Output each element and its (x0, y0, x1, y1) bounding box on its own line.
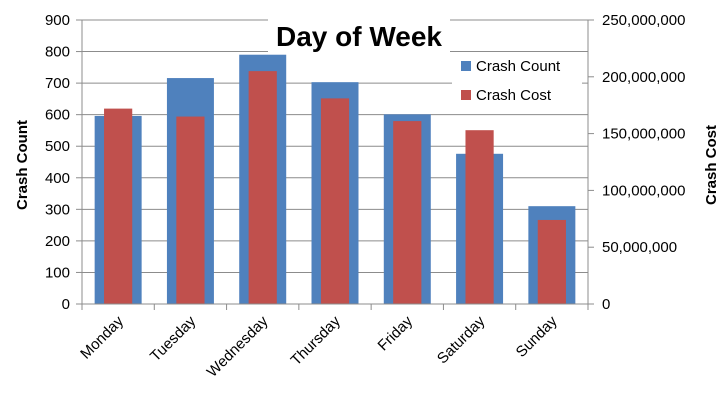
legend-background (452, 52, 582, 110)
x-tick-label: Sunday (513, 312, 561, 360)
x-tick-label: Tuesday (147, 312, 200, 365)
bar-crash-cost (465, 130, 494, 304)
y-axis-right-label: Crash Cost (703, 125, 720, 205)
left-tick-label: 300 (45, 201, 70, 218)
x-tick-label: Wednesday (204, 312, 272, 380)
right-tick-labels: 0 50,000,000 100,000,000 150,000,000 200,000… (602, 12, 685, 313)
left-tick-label: 800 (45, 44, 70, 61)
legend: Crash Count Crash Cost (452, 52, 582, 110)
right-tick-label: 100,000,000 (602, 182, 685, 199)
right-tick-label: 50,000,000 (602, 239, 677, 256)
axes (76, 19, 594, 310)
bar-crash-cost (393, 121, 422, 304)
right-tick-label: 200,000,000 (602, 69, 685, 86)
legend-label-crash-count: Crash Count (476, 58, 561, 75)
left-tick-label: 500 (45, 138, 70, 155)
left-tick-label: 900 (45, 12, 70, 29)
left-tick-label: 100 (45, 264, 70, 281)
bar-crash-cost (104, 108, 133, 304)
bar-crash-cost (248, 71, 277, 305)
legend-swatch-crash-cost (461, 90, 471, 100)
bar-crash-cost (176, 116, 205, 304)
legend-swatch-crash-count (461, 61, 471, 71)
chart-title: Day of Week (276, 21, 442, 52)
right-tick-label: 0 (602, 296, 610, 313)
bars (94, 54, 576, 305)
left-tick-label: 200 (45, 233, 70, 250)
x-tick-labels: Monday Tuesday Wednesday Thursday Friday Satu… (77, 312, 561, 380)
right-tick-label: 150,000,000 (602, 126, 685, 143)
x-tick-label: Monday (77, 312, 127, 362)
right-tick-label: 250,000,000 (602, 12, 685, 29)
left-tick-label: 600 (45, 107, 70, 124)
left-tick-label: 700 (45, 75, 70, 92)
left-tick-labels: 0 100 200 300 400 500 600 700 800 900 (45, 12, 70, 313)
y-axis-left-label: Crash Count (14, 120, 31, 210)
legend-label-crash-cost: Crash Cost (476, 87, 552, 104)
x-tick-label: Friday (375, 312, 417, 354)
left-tick-label: 400 (45, 170, 70, 187)
x-tick-label: Thursday (288, 312, 345, 369)
bar-crash-cost (537, 219, 566, 304)
left-tick-label: 0 (62, 296, 70, 313)
x-tick-label: Saturday (434, 312, 489, 367)
bar-crash-cost (320, 98, 350, 304)
title-background (268, 14, 450, 54)
